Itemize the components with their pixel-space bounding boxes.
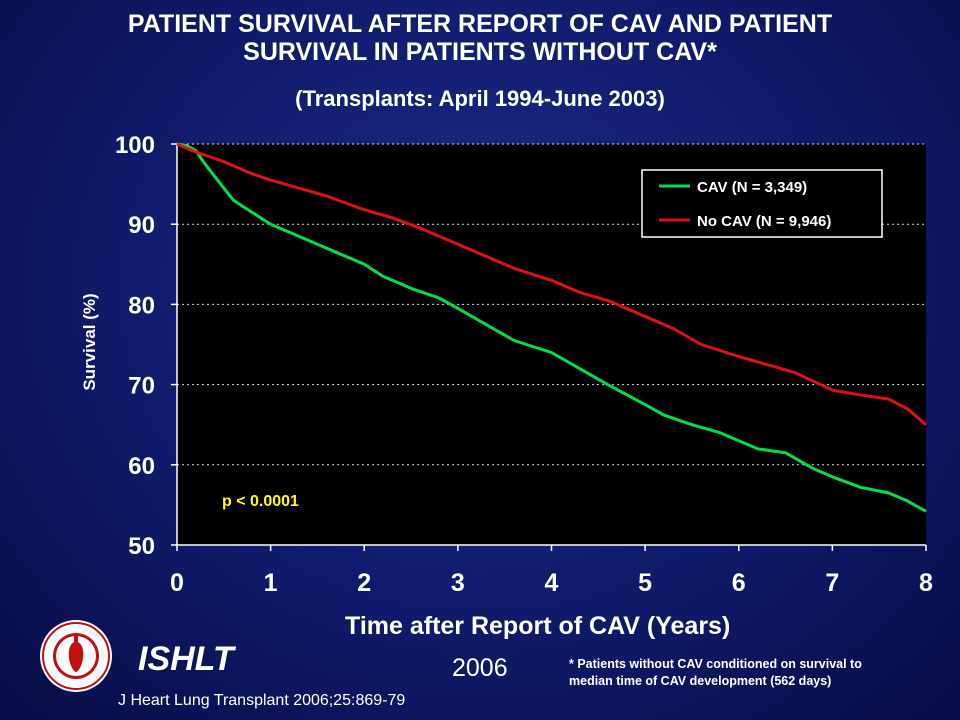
x-tick-label: 6 <box>732 569 746 597</box>
report-year: 2006 <box>452 654 508 682</box>
title-line-1: PATIENT SURVIVAL AFTER REPORT OF CAV AND… <box>127 10 833 38</box>
ishlt-logo <box>40 620 112 692</box>
y-tick-label: 80 <box>128 292 155 319</box>
footnote-line-1: * Patients without CAV conditioned on su… <box>569 657 862 671</box>
y-tick-label: 50 <box>128 533 155 560</box>
chart-subtitle: (Transplants: April 1994-June 2003) <box>295 86 665 111</box>
x-tick-label: 3 <box>451 569 465 597</box>
y-tick-label: 100 <box>115 132 155 159</box>
x-tick-label: 7 <box>825 569 839 597</box>
y-tick-label: 60 <box>128 453 155 480</box>
org-name: ISHLT <box>138 640 234 678</box>
x-tick-label: 8 <box>919 569 933 597</box>
y-axis-label: Survival (%) <box>80 293 99 391</box>
footnote-line-2: median time of CAV development (562 days… <box>569 674 832 688</box>
chart-title: PATIENT SURVIVAL AFTER REPORT OF CAV AND… <box>0 10 960 66</box>
x-tick-label: 5 <box>638 569 652 597</box>
series-line-no-cav <box>176 142 927 426</box>
x-tick-label: 2 <box>357 569 371 597</box>
p-value-annotation: p < 0.0001 <box>222 493 299 510</box>
title-line-2: SURVIVAL IN PATIENTS WITHOUT CAV* <box>243 38 717 66</box>
legend-box <box>641 169 883 238</box>
x-tick-label: 1 <box>264 569 278 597</box>
y-tick-label: 70 <box>128 373 155 400</box>
x-axis-label: Time after Report of CAV (Years) <box>345 612 731 640</box>
x-tick-label: 0 <box>170 569 184 597</box>
y-tick-label: 90 <box>128 212 155 239</box>
legend-label: CAV (N = 3,349) <box>697 179 807 196</box>
citation: J Heart Lung Transplant 2006;25:869-79 <box>118 692 406 709</box>
legend-label: No CAV (N = 9,946) <box>697 213 831 230</box>
x-tick-label: 4 <box>545 569 559 597</box>
series-line-cav <box>176 142 927 513</box>
footnote: * Patients without CAV conditioned on su… <box>569 656 959 690</box>
